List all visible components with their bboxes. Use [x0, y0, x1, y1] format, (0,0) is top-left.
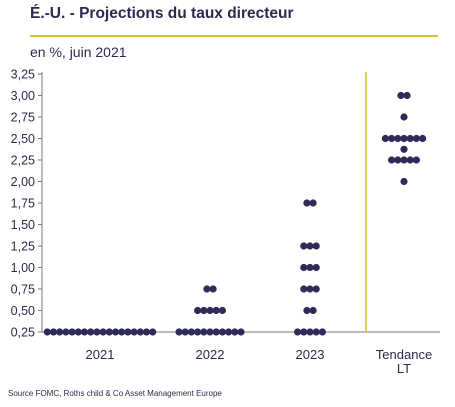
data-point [309, 199, 317, 207]
chart-title: É.-U. - Projections du taux directeur [30, 5, 294, 22]
data-point [303, 199, 311, 207]
data-point [406, 156, 414, 164]
y-tick-label: 0,25 [11, 326, 35, 340]
x-category-label: 2021 [86, 347, 115, 362]
y-tick-label: 2,75 [11, 111, 35, 125]
y-tick-label: 0,50 [11, 304, 35, 318]
data-point [203, 285, 211, 293]
data-point [381, 134, 389, 143]
data-point [218, 306, 226, 315]
data-point [194, 328, 202, 336]
y-tick-label: 3,00 [11, 89, 35, 103]
data-point [400, 113, 408, 121]
data-point [136, 328, 144, 336]
data-point [105, 328, 113, 336]
x-category-label: LT [397, 361, 411, 376]
data-point [400, 156, 408, 164]
data-point [412, 134, 420, 143]
data-point [130, 328, 138, 336]
data-point [200, 306, 208, 315]
data-point [312, 285, 320, 293]
data-point [118, 328, 126, 336]
data-point [99, 328, 107, 336]
data-point [212, 328, 220, 336]
data-point [394, 156, 402, 164]
data-point [62, 328, 70, 336]
data-point [111, 328, 120, 336]
data-point [225, 328, 233, 336]
data-point [87, 328, 95, 336]
data-point [312, 242, 320, 250]
y-tick-label: 2,25 [11, 154, 35, 168]
data-point [49, 328, 58, 336]
data-point [209, 285, 217, 293]
data-point [306, 285, 314, 293]
y-tick-label: 2,00 [11, 175, 35, 189]
data-point [412, 156, 420, 164]
x-category-label: 2023 [296, 347, 325, 362]
data-point [43, 328, 51, 336]
data-point [419, 134, 427, 143]
data-point [400, 177, 408, 186]
data-point [124, 328, 132, 336]
data-point [388, 156, 396, 164]
data-point [231, 328, 239, 336]
data-point [149, 328, 157, 336]
data-point [300, 328, 308, 336]
x-category-label: 2022 [196, 347, 225, 362]
data-point [312, 328, 320, 336]
data-point [200, 328, 208, 336]
data-point [300, 242, 308, 250]
data-point [397, 91, 405, 100]
data-point [312, 263, 320, 272]
data-point [400, 145, 408, 153]
data-point [300, 285, 308, 293]
data-point [394, 134, 402, 143]
data-point [237, 328, 245, 336]
y-tick-label: 0,75 [11, 283, 35, 297]
data-point [74, 328, 82, 336]
y-tick-label: 2,50 [11, 132, 35, 146]
data-point [303, 306, 311, 315]
data-point [406, 134, 414, 143]
data-point [300, 263, 308, 272]
data-point [206, 306, 214, 315]
data-point [68, 328, 76, 336]
data-point [93, 328, 101, 336]
data-point [306, 328, 314, 336]
data-point [306, 263, 314, 272]
data-point [56, 328, 64, 336]
source-note: Source FOMC, Roths child & Co Asset Mana… [8, 389, 222, 398]
chart-subtitle: en %, juin 2021 [30, 44, 127, 60]
x-category-label: Tendance [376, 347, 432, 362]
data-point [306, 242, 314, 250]
data-point [80, 328, 89, 336]
data-point [142, 328, 151, 336]
data-point [218, 328, 226, 336]
y-tick-label: 1,75 [11, 197, 35, 211]
data-point [212, 306, 220, 315]
data-point [309, 306, 317, 315]
data-point [206, 328, 214, 336]
data-point [318, 328, 326, 336]
data-point [400, 134, 408, 143]
data-point [294, 328, 302, 336]
y-tick-label: 1,50 [11, 218, 35, 232]
data-point [175, 328, 183, 336]
data-point [194, 306, 202, 315]
y-tick-label: 3,25 [11, 68, 35, 82]
y-tick-label: 1,00 [11, 261, 35, 275]
y-tick-label: 1,25 [11, 240, 35, 254]
data-point [187, 328, 195, 336]
data-point [181, 328, 189, 336]
data-point [388, 134, 396, 143]
title-divider [30, 35, 438, 37]
data-point [403, 91, 411, 100]
dot-plot: 0,25 0,50 0,75 1,00 1,25 1,50 1,75 2,00 2,25 2,50… [11, 68, 440, 376]
